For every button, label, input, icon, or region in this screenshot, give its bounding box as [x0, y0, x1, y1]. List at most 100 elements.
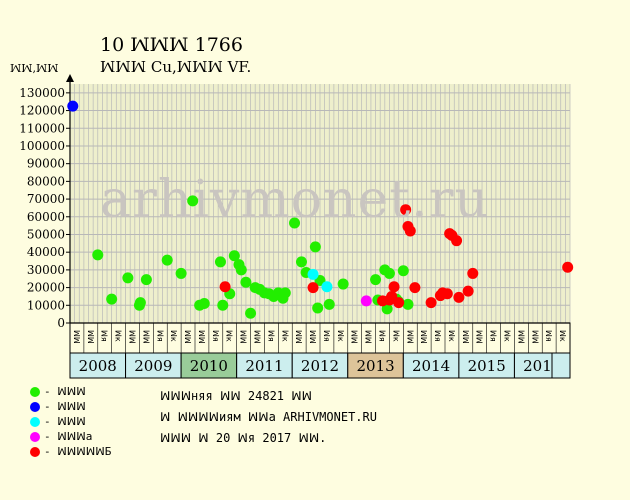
- data-point: [235, 264, 247, 276]
- year-label: 2011: [245, 357, 283, 375]
- year-label: 2015: [468, 357, 506, 375]
- quarter-label: ꟽꟽ: [72, 330, 81, 344]
- watermark: arhivmonet.ru: [100, 170, 490, 230]
- data-point: [321, 281, 333, 293]
- quarter-label: ꟽк: [225, 330, 234, 342]
- data-point: [214, 256, 226, 268]
- data-point: [404, 225, 416, 237]
- legend-item: - ꟽꟽꟽ: [30, 414, 111, 429]
- y-tick-label: 10000: [27, 298, 65, 312]
- quarter-label: ꟽꟽ: [419, 330, 428, 344]
- data-point: [441, 288, 453, 300]
- info-line: ꟽ ꟽꟽꟽꟽиям ꟽꟽа ARHIVMONET.RU: [160, 410, 377, 424]
- data-point: [400, 204, 412, 216]
- quarter-label: ꟽꟽ: [253, 330, 262, 344]
- legend-label: - ꟽꟽꟽа: [44, 430, 93, 443]
- chart-subtitle: ꟽꟽꟽ Cu,ꟽꟽꟽ VF.: [100, 58, 252, 76]
- quarter-label: ꟽя: [433, 330, 442, 342]
- legend-item: - ꟽꟽꟽꟽꟽБ: [30, 444, 111, 459]
- y-tick-label: 130000: [19, 86, 65, 100]
- data-point: [245, 307, 257, 319]
- year-cell: [69, 352, 127, 379]
- data-point: [381, 303, 393, 315]
- legend-label: - ꟽꟽꟽ: [44, 385, 86, 398]
- y-tick-label: 20000: [27, 281, 65, 295]
- legend-label: - ꟽꟽꟽ: [44, 415, 86, 428]
- data-point: [409, 282, 421, 294]
- quarter-label: ꟽя: [266, 330, 275, 342]
- data-point: [228, 250, 240, 262]
- data-point: [383, 267, 395, 279]
- y-tick-label: 90000: [27, 157, 65, 171]
- chart-title: 10 ꟽꟽꟽ 1766: [100, 34, 243, 56]
- data-point: [360, 295, 372, 307]
- cyan-dot-icon: [30, 416, 40, 427]
- legend: - ꟽꟽꟽ - ꟽꟽꟽ - ꟽꟽꟽ - ꟽꟽꟽа - ꟽꟽꟽꟽꟽБ: [30, 384, 111, 459]
- data-point: [92, 249, 104, 261]
- quarter-label: ꟽя: [322, 330, 331, 342]
- quarter-label: ꟽя: [378, 330, 387, 342]
- data-point: [307, 268, 319, 280]
- data-point: [402, 298, 414, 310]
- quarter-label: ꟽꟽ: [475, 330, 484, 344]
- data-point: [451, 235, 463, 247]
- quarter-label: ꟽꟽ: [405, 330, 414, 344]
- data-point: [462, 285, 474, 297]
- quarter-label: ꟽк: [336, 330, 345, 342]
- data-point: [397, 265, 409, 277]
- data-point: [122, 272, 134, 284]
- data-point: [240, 276, 252, 288]
- quarter-label: ꟽꟽ: [197, 330, 206, 344]
- data-point: [187, 195, 199, 207]
- info-line: ꟽꟽꟽняя ꟽꟽ 24821 ꟽꟽ: [160, 389, 312, 403]
- y-tick-label: 110000: [19, 121, 65, 135]
- quarter-label: ꟽк: [503, 330, 512, 342]
- quarter-label: ꟽк: [280, 330, 289, 342]
- data-point: [67, 100, 79, 112]
- data-point: [467, 267, 479, 279]
- quarter-label: ꟽꟽ: [128, 330, 137, 344]
- data-point: [312, 302, 324, 314]
- data-point: [140, 274, 152, 286]
- y-tick-label: 30000: [27, 263, 65, 277]
- quarter-label: ꟽя: [489, 330, 498, 342]
- quarter-label: ꟽк: [447, 330, 456, 342]
- y-tick-label: 0: [57, 316, 65, 330]
- quarter-label: ꟽꟽ: [516, 330, 525, 344]
- data-point: [295, 256, 307, 268]
- legend-label: - ꟽꟽꟽ: [44, 400, 86, 413]
- y-tick-label: 70000: [27, 192, 65, 206]
- green-dot-icon: [30, 386, 40, 397]
- data-point: [106, 293, 118, 305]
- quarter-label: ꟽꟽ: [350, 330, 359, 344]
- legend-item: - ꟽꟽꟽ: [30, 399, 111, 414]
- legend-label: - ꟽꟽꟽꟽꟽБ: [44, 445, 112, 458]
- data-point: [307, 282, 319, 294]
- quarter-label: ꟽя: [211, 330, 220, 342]
- data-point: [337, 278, 349, 290]
- y-tick-label: 100000: [19, 139, 65, 153]
- year-label: 2012: [301, 357, 339, 375]
- info-line: ꟽꟽꟽ ꟽ 20 ꟽя 2017 ꟽꟽ.: [160, 431, 327, 445]
- y-tick-label: 60000: [27, 210, 65, 224]
- year-label: 2008: [79, 357, 117, 375]
- quarter-label: ꟽꟽ: [239, 330, 248, 344]
- data-point: [219, 281, 231, 293]
- data-point: [370, 274, 382, 286]
- year-label: 2013: [356, 357, 394, 375]
- y-axis-arrow: [66, 74, 74, 82]
- y-tick-label: 80000: [27, 174, 65, 188]
- info-block: ꟽꟽꟽняя ꟽꟽ 24821 ꟽꟽ ꟽ ꟽꟽꟽꟽиям ꟽꟽа ARHIVMO…: [160, 386, 377, 449]
- quarter-label: ꟽꟽ: [530, 330, 539, 344]
- data-point: [388, 281, 400, 293]
- legend-item: - ꟽꟽꟽ: [30, 384, 111, 399]
- data-point: [562, 261, 574, 273]
- quarter-label: ꟽя: [100, 330, 109, 342]
- data-point: [134, 297, 146, 309]
- quarter-label: ꟽк: [169, 330, 178, 342]
- quarter-label: ꟽя: [155, 330, 164, 342]
- blue-dot-icon: [30, 401, 40, 412]
- data-point: [453, 291, 465, 303]
